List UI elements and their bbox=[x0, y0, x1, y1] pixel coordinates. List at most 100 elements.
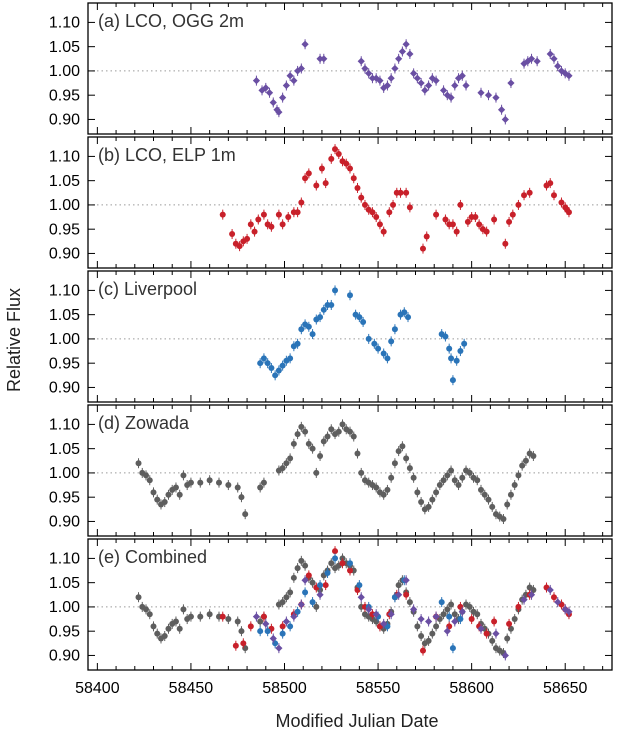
series-lco-ogg bbox=[252, 39, 573, 125]
data-point bbox=[433, 489, 440, 496]
y-tick-label: 0.90 bbox=[49, 514, 80, 531]
data-point bbox=[449, 221, 456, 228]
data-point bbox=[380, 350, 387, 357]
data-point bbox=[466, 603, 473, 610]
data-point bbox=[357, 593, 365, 601]
data-point bbox=[520, 596, 528, 604]
data-point bbox=[365, 69, 373, 77]
data-point bbox=[257, 360, 264, 367]
data-point bbox=[457, 348, 464, 355]
data-point bbox=[397, 189, 404, 196]
data-point bbox=[232, 642, 239, 649]
data-point bbox=[492, 630, 500, 638]
y-tick-label: 1.05 bbox=[49, 307, 80, 324]
y-tick-label: 0.95 bbox=[49, 489, 80, 506]
data-point bbox=[328, 155, 335, 162]
data-point bbox=[290, 77, 298, 85]
data-point bbox=[565, 72, 573, 80]
data-point bbox=[383, 81, 392, 90]
data-point bbox=[317, 452, 324, 459]
x-tick-label: 58650 bbox=[543, 680, 588, 697]
data-point bbox=[481, 491, 488, 498]
y-tick-label: 0.90 bbox=[49, 112, 80, 129]
panel-frame bbox=[87, 136, 613, 269]
data-point bbox=[361, 64, 369, 73]
data-point bbox=[358, 194, 365, 201]
data-point bbox=[395, 591, 403, 599]
data-point bbox=[317, 314, 324, 321]
data-point bbox=[206, 477, 213, 484]
series-lco-ogg bbox=[252, 575, 573, 661]
data-point bbox=[477, 89, 485, 97]
data-point bbox=[492, 94, 500, 102]
y-tick-label: 1.05 bbox=[49, 575, 80, 592]
data-point bbox=[297, 64, 305, 73]
data-point bbox=[453, 228, 460, 235]
data-point bbox=[484, 91, 493, 99]
data-point bbox=[403, 591, 410, 598]
data-point bbox=[320, 438, 327, 445]
data-point bbox=[328, 426, 335, 433]
data-point bbox=[442, 216, 449, 223]
data-point bbox=[161, 633, 168, 640]
data-point bbox=[386, 209, 393, 216]
data-point bbox=[365, 335, 372, 342]
panel-label: (c) Liverpool bbox=[98, 279, 197, 299]
data-point bbox=[478, 486, 484, 493]
data-point bbox=[457, 201, 464, 208]
y-tick-label: 1.10 bbox=[49, 15, 80, 32]
data-point bbox=[395, 55, 403, 63]
data-point bbox=[550, 55, 558, 63]
data-point bbox=[376, 221, 383, 228]
data-point bbox=[519, 462, 526, 469]
data-point bbox=[236, 243, 243, 250]
data-point bbox=[282, 617, 290, 626]
data-point bbox=[328, 560, 335, 567]
data-point bbox=[511, 482, 518, 489]
data-point bbox=[417, 79, 425, 87]
data-point bbox=[425, 503, 432, 510]
panel-c: 0.90 0.95 1.00 1.05 1.10 (c) Liverpool bbox=[49, 270, 613, 403]
data-point bbox=[302, 175, 309, 182]
data-point bbox=[384, 355, 391, 362]
data-point bbox=[410, 474, 417, 481]
data-point bbox=[546, 586, 554, 594]
data-point bbox=[335, 150, 342, 157]
data-point bbox=[313, 469, 320, 476]
data-point bbox=[225, 616, 232, 623]
data-point bbox=[509, 211, 516, 218]
y-tick-label: 0.90 bbox=[49, 648, 80, 665]
data-point bbox=[225, 482, 232, 489]
data-point bbox=[229, 231, 236, 238]
x-axis-title: Modified Julian Date bbox=[275, 711, 438, 731]
data-point bbox=[262, 620, 270, 628]
data-point bbox=[436, 482, 443, 489]
data-point bbox=[373, 214, 380, 221]
data-point bbox=[391, 326, 398, 333]
data-point bbox=[368, 74, 377, 82]
data-point bbox=[448, 601, 455, 608]
data-point bbox=[474, 477, 481, 484]
data-point bbox=[372, 74, 380, 82]
data-point bbox=[466, 469, 473, 476]
data-point bbox=[502, 240, 509, 247]
data-point bbox=[472, 214, 479, 221]
data-point bbox=[290, 440, 297, 447]
data-point bbox=[305, 572, 312, 579]
data-point bbox=[335, 428, 342, 435]
data-point bbox=[275, 211, 282, 218]
data-point bbox=[449, 377, 456, 384]
data-point bbox=[423, 233, 430, 240]
data-point bbox=[135, 594, 142, 601]
data-point bbox=[550, 594, 557, 601]
data-point bbox=[433, 211, 440, 218]
data-point bbox=[328, 301, 335, 308]
data-point bbox=[405, 314, 412, 321]
data-point bbox=[350, 175, 357, 182]
data-point bbox=[262, 84, 270, 92]
data-point bbox=[402, 40, 410, 48]
data-point bbox=[176, 625, 183, 632]
data-point bbox=[380, 84, 388, 92]
x-tick-label: 58550 bbox=[356, 680, 401, 697]
y-axis-title: Relative Flux bbox=[4, 288, 24, 392]
